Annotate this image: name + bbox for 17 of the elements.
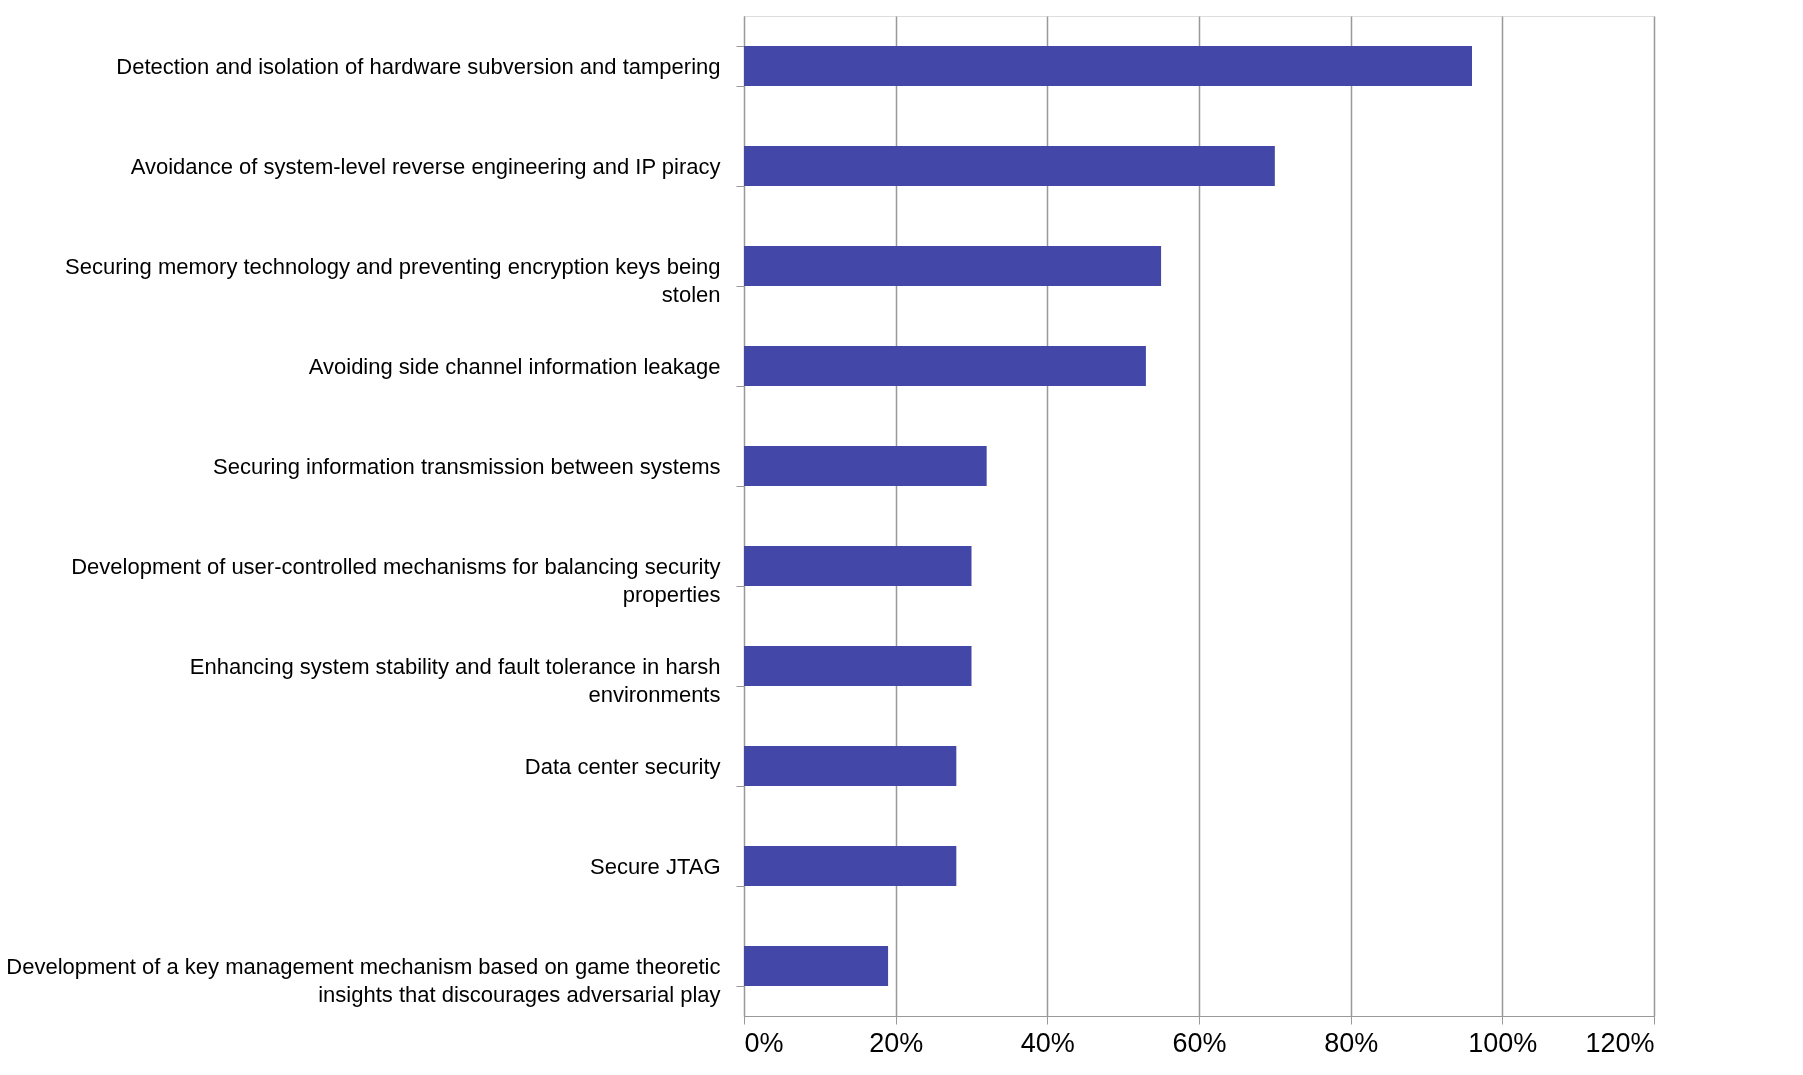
- x-tick-label: 20%: [869, 1027, 924, 1058]
- x-tick-label: 0%: [744, 1027, 784, 1058]
- x-tick-label: 40%: [1020, 1027, 1075, 1058]
- x-tick-label: 60%: [1172, 1027, 1227, 1058]
- y-tick-label: Enhancing system stability and fault tolerance in harsh environments: [189, 653, 721, 707]
- y-tick-label: Development of user-controlled mechanisms for balancing security properties: [71, 553, 721, 607]
- y-tick-label: Development of a key management mechanism based on game theoretic insights that discourages adversarial play: [6, 953, 721, 1007]
- x-tick-label: 80%: [1324, 1027, 1379, 1058]
- y-tick-label: Data center security: [524, 753, 721, 779]
- x-tick-label: 120%: [1585, 1027, 1655, 1058]
- y-tick-label: Avoidance of system-level reverse engineering and IP piracy: [130, 153, 721, 179]
- y-tick-label: Detection and isolation of hardware subversion and tampering: [116, 53, 721, 79]
- y-tick-label: Secure JTAG: [590, 853, 721, 879]
- y-tick-label: Avoiding side channel information leakage: [308, 353, 721, 379]
- x-tick-label: 100%: [1468, 1027, 1538, 1058]
- y-tick-label: Securing information transmission between systems: [213, 453, 721, 479]
- y-tick-label: Securing memory technology and preventing encryption keys being stolen: [65, 253, 721, 307]
